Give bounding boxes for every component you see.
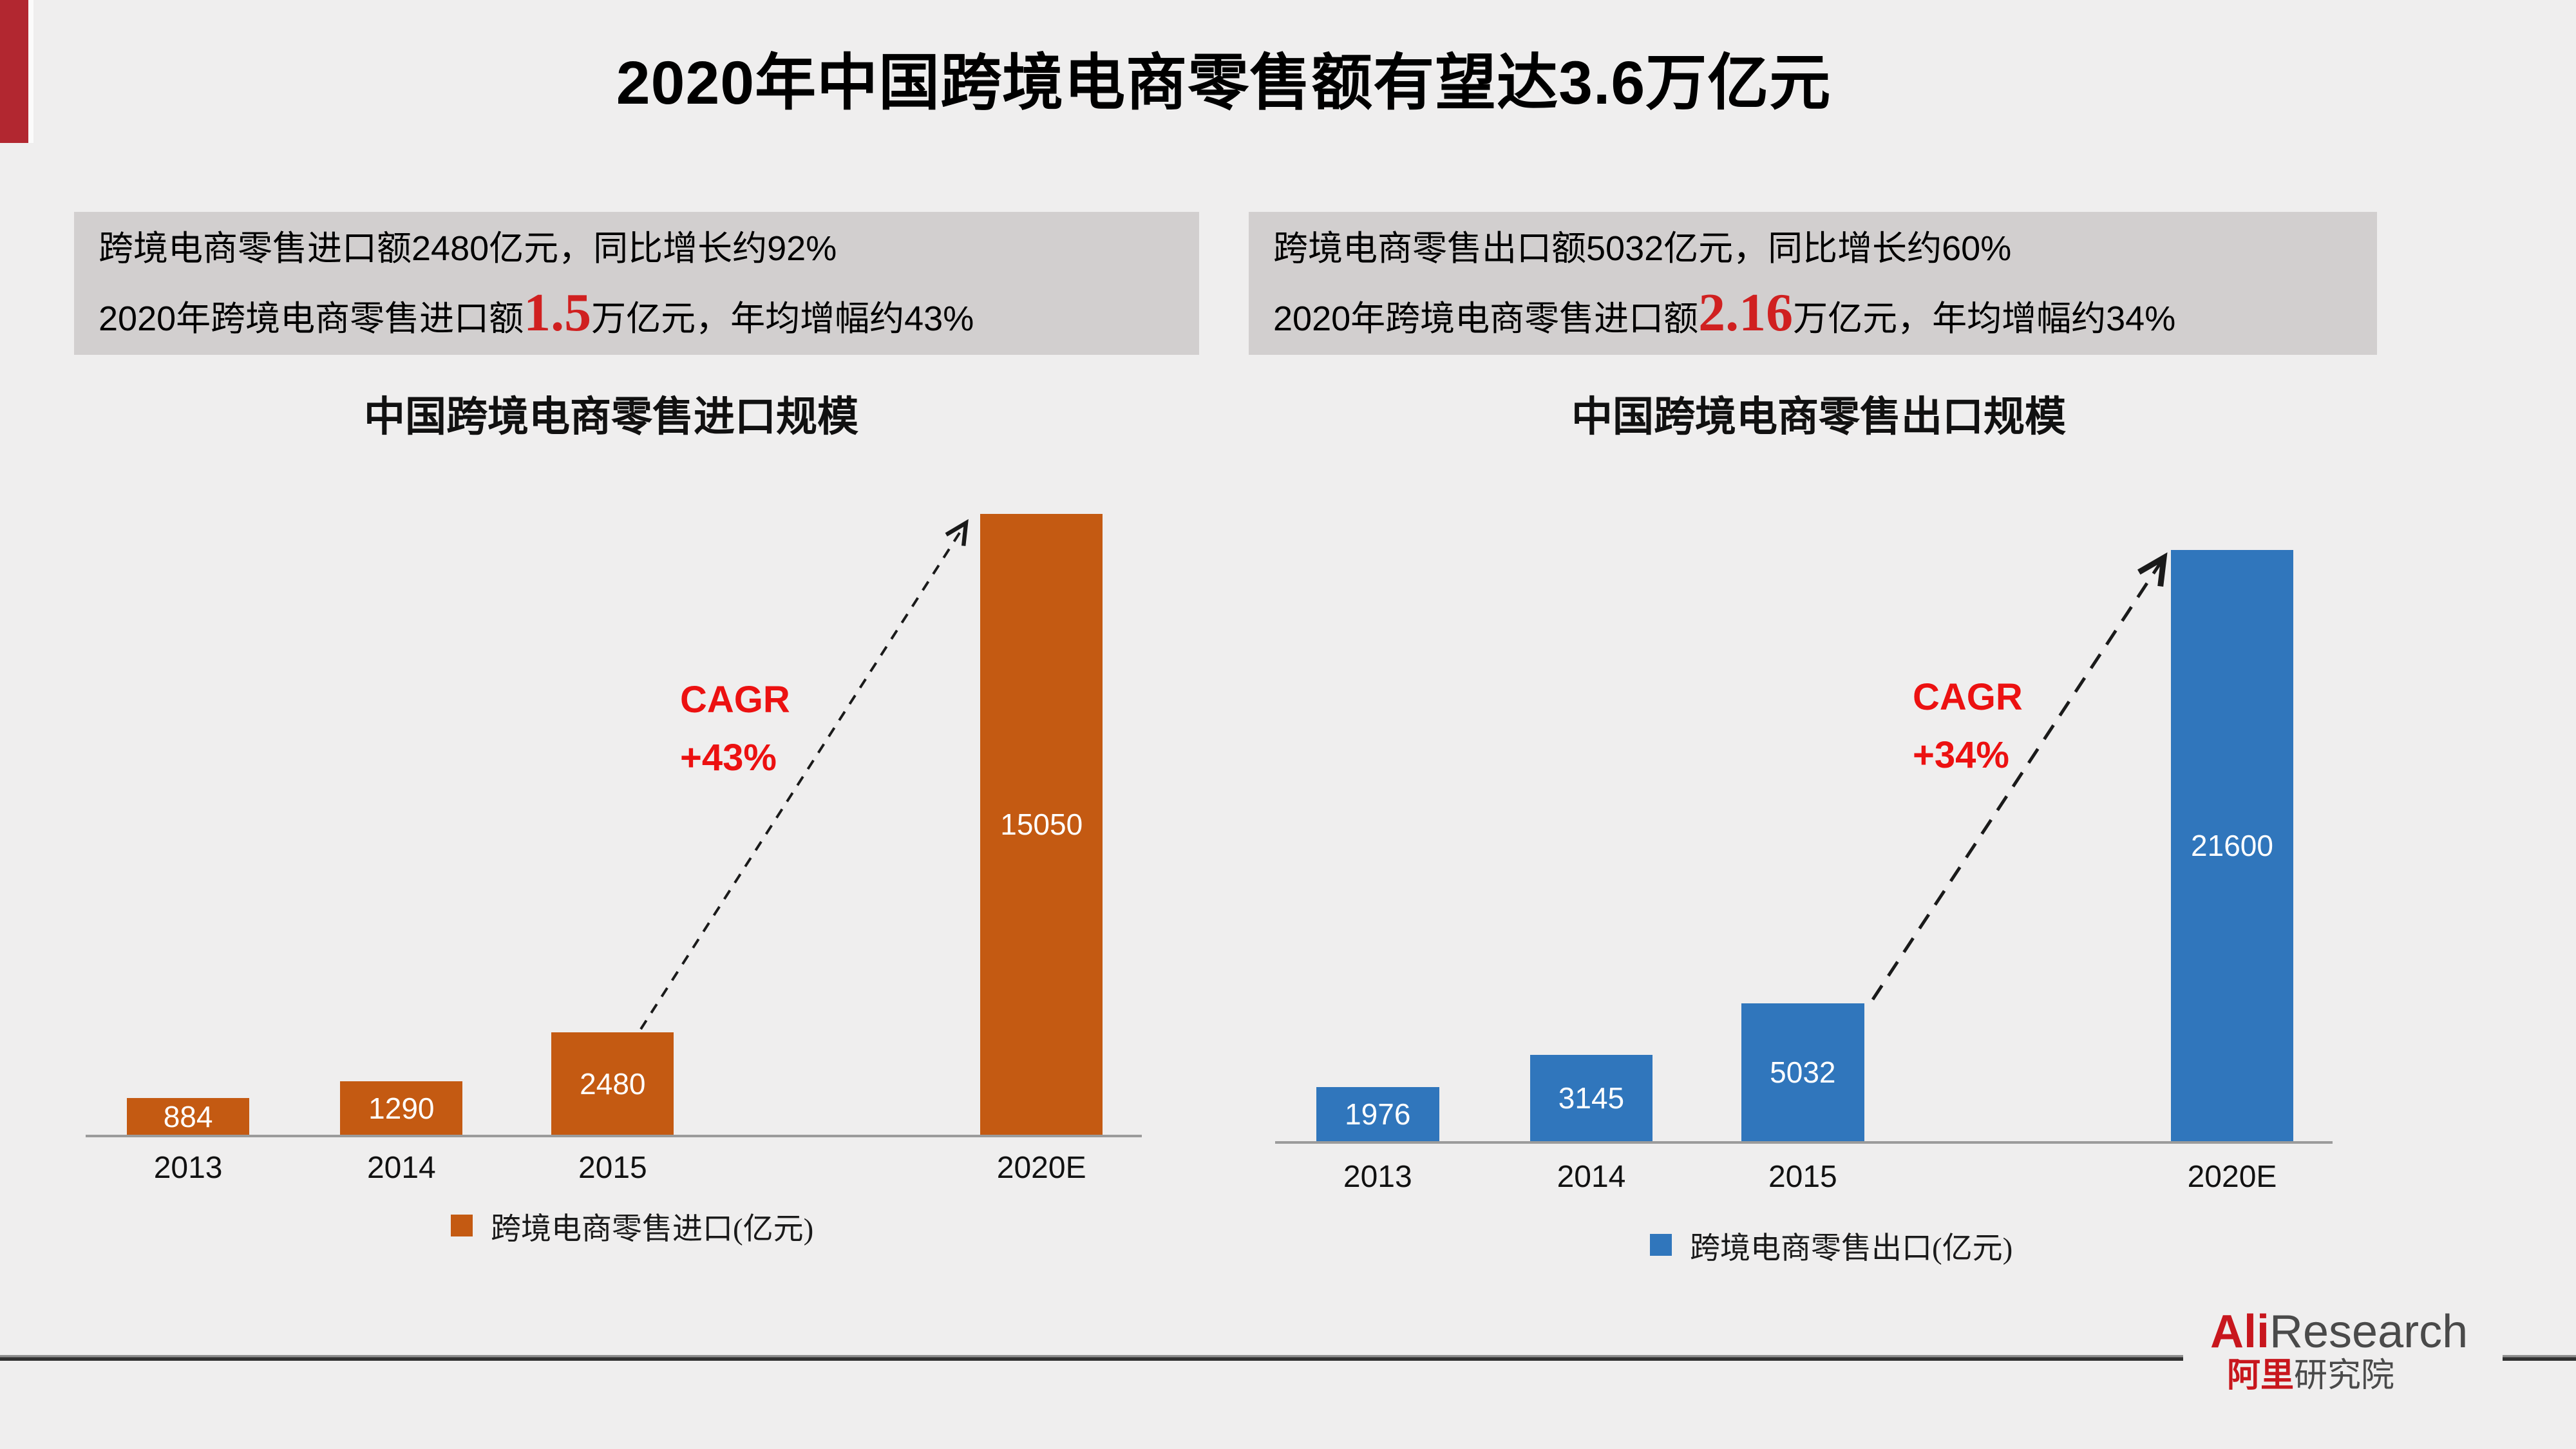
- x-axis-labels: 2013 2014 2015 2020E: [1275, 1159, 2333, 1198]
- bar-value-label: 5032: [1770, 1056, 1836, 1090]
- summary-import-highlight-value: 1.5: [524, 282, 592, 343]
- footer-divider-right: [2503, 1355, 2576, 1361]
- x-axis-labels: 2013 2014 2015 2020E: [86, 1150, 1142, 1189]
- bar-2020E: 15050: [980, 514, 1103, 1135]
- logo-research-text: Research: [2269, 1306, 2468, 1358]
- summary-export-line2-prefix: 2020年跨境电商零售进口额: [1273, 299, 1699, 338]
- bar-value-label: 2480: [580, 1066, 646, 1101]
- bar-2015: 2480: [551, 1032, 674, 1135]
- bar-value-label: 884: [163, 1099, 213, 1133]
- legend-swatch: [451, 1215, 473, 1236]
- cagr-label: CAGR: [680, 679, 790, 721]
- summary-import-line2: 2020年跨境电商零售进口额 1.5 万亿元，年均增幅约43%: [99, 281, 1199, 351]
- bar-2013: 1976: [1316, 1087, 1439, 1141]
- x-axis-label-2014: 2014: [366, 1151, 436, 1185]
- x-axis-label-2013: 2013: [1343, 1160, 1412, 1194]
- aliresearch-logo: AliResearch 阿里研究院: [2210, 1309, 2468, 1392]
- bar-value-label: 21600: [2191, 829, 2273, 862]
- summary-import-line1: 跨境电商零售进口额2480亿元，同比增长约92%: [99, 229, 837, 268]
- logo-cn-gray-text: 研究院: [2294, 1357, 2395, 1394]
- legend-label: 跨境电商零售出口(亿元): [1690, 1231, 2013, 1265]
- bar-2014: 1290: [340, 1081, 463, 1135]
- bar-2013: 884: [126, 1098, 250, 1135]
- cagr-value: +43%: [680, 737, 777, 779]
- aliresearch-logo-cn: 阿里研究院: [2227, 1359, 2468, 1392]
- cagr-label: CAGR: [1913, 676, 2023, 718]
- x-axis-line: [1275, 1141, 2333, 1144]
- summary-box-import: 跨境电商零售进口额2480亿元，同比增长约92% 2020年跨境电商零售进口额 1…: [74, 212, 1199, 355]
- page-title: 2020年中国跨境电商零售额有望达3.6万亿元: [616, 49, 1832, 117]
- legend: 跨境电商零售进口(亿元): [451, 1209, 813, 1246]
- summary-import-line2-suffix: 万亿元，年均增幅约43%: [591, 299, 974, 338]
- bar-value-label: 3145: [1558, 1081, 1625, 1115]
- cagr-value: +34%: [1913, 734, 2009, 776]
- x-axis-label-2013: 2013: [153, 1151, 223, 1185]
- x-axis-label-2014: 2014: [1557, 1160, 1626, 1194]
- bar-2020E: 21600: [2170, 550, 2294, 1141]
- bar-value-label: 1976: [1345, 1097, 1411, 1132]
- legend-swatch: [1650, 1234, 1672, 1256]
- bar-value-label: 1290: [368, 1091, 435, 1125]
- logo-cn-red-text: 阿里: [2227, 1357, 2295, 1394]
- corner-accent-bar: [0, 0, 33, 143]
- bar-value-label: 15050: [1000, 808, 1083, 841]
- x-axis-label-2015: 2015: [1768, 1160, 1837, 1194]
- cagr-annotation: CAGR +43%: [680, 671, 790, 787]
- bar-2015: 5032: [1741, 1003, 1864, 1141]
- summary-box-export: 跨境电商零售出口额5032亿元，同比增长约60% 2020年跨境电商零售进口额 2…: [1249, 212, 2377, 355]
- x-axis-label-2020E: 2020E: [2187, 1160, 2277, 1194]
- summary-export-line2-suffix: 万亿元，年均增幅约34%: [1793, 299, 2176, 338]
- growth-arrow-icon: [1871, 552, 2168, 1001]
- chart-title-import: 中国跨境电商零售进口规模: [364, 394, 858, 440]
- legend: 跨境电商零售出口(亿元): [1650, 1229, 2012, 1265]
- summary-export-line1: 跨境电商零售出口额5032亿元，同比增长约60%: [1273, 229, 2012, 268]
- x-axis-label-2020E: 2020E: [996, 1151, 1086, 1185]
- plot-area: 884 1290 2480 15050: [86, 514, 1142, 1135]
- plot-area: 1976 3145 5032 21600: [1275, 550, 2333, 1141]
- cagr-annotation: CAGR +34%: [1913, 668, 2023, 784]
- summary-export-highlight-value: 2.16: [1698, 282, 1794, 343]
- footer-divider-left: [0, 1355, 2183, 1361]
- summary-import-line2-prefix: 2020年跨境电商零售进口额: [99, 299, 524, 338]
- x-axis-label-2015: 2015: [578, 1151, 647, 1185]
- legend-label: 跨境电商零售进口(亿元): [491, 1212, 814, 1246]
- x-axis-line: [86, 1135, 1142, 1137]
- aliresearch-logo-latin: AliResearch: [2210, 1309, 2468, 1355]
- chart-title-export: 中国跨境电商零售出口规模: [1571, 394, 2066, 440]
- summary-export-line2: 2020年跨境电商零售进口额 2.16 万亿元，年均增幅约34%: [1273, 281, 2377, 351]
- bar-2014: 3145: [1530, 1055, 1653, 1141]
- growth-arrow-icon: [639, 518, 969, 1030]
- logo-ali-text: Ali: [2210, 1306, 2270, 1358]
